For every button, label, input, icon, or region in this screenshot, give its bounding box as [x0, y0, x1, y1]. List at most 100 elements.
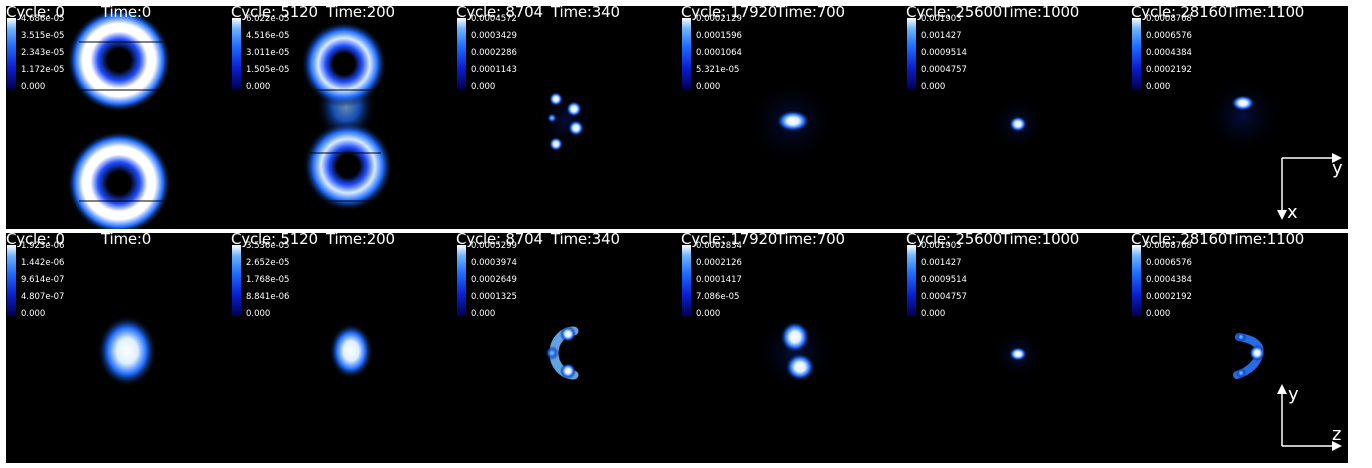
panel-bottom-3: 0.0005299 0.0003974 0.0002649 0.0001325 …	[456, 230, 680, 463]
colorbar-ticks: 0.0004572 0.0003429 0.0002286 0.0001143 …	[471, 14, 551, 104]
colorbar-tick: 0.0004572	[471, 14, 517, 24]
colorbar-tick: 0.000	[246, 309, 271, 319]
colorbar-tick: 0.0002192	[1146, 65, 1192, 75]
time-label: Time:700	[776, 3, 845, 21]
colorbar-ticks: 3.536e-05 2.652e-05 1.768e-05 8.841e-06 …	[246, 241, 326, 331]
colorbar	[682, 18, 691, 89]
colorbar-tick: 7.086e-05	[696, 292, 740, 302]
colorbar-tick: 8.841e-06	[246, 292, 290, 302]
colorbar-tick: 0.000	[246, 82, 271, 92]
colorbar-tick: 0.0002129	[696, 14, 742, 24]
colorbar	[682, 245, 691, 316]
colorbar-tick: 0.001427	[921, 258, 962, 268]
colorbar-tick: 0.000	[1146, 82, 1171, 92]
time-label: Time:200	[326, 230, 395, 248]
colorbar-tick: 4.516e-05	[246, 31, 290, 41]
colorbar-tick: 0.0006576	[1146, 258, 1192, 268]
colorbar-tick: 1.172e-05	[21, 65, 65, 75]
colorbar-tick: 0.0008768	[1146, 14, 1192, 24]
colorbar-tick: 0.0009514	[921, 275, 967, 285]
colorbar-tick: 0.0001064	[696, 48, 742, 58]
colorbar	[1132, 245, 1141, 316]
colorbar-tick: 0.000	[471, 82, 496, 92]
colorbar-tick: 4.686e-05	[21, 14, 65, 24]
colorbar-ticks: 1.923e-06 1.442e-06 9.614e-07 4.807e-07 …	[21, 241, 101, 331]
colorbar-tick: 5.321e-05	[696, 65, 740, 75]
colorbar-tick: 0.0009514	[921, 48, 967, 58]
cycle-label: Cycle: 8704	[456, 230, 543, 248]
axis-label-vertical-top: x	[1287, 202, 1298, 223]
colorbar-ticks: 0.001903 0.001427 0.0009514 0.0004757 0.…	[921, 14, 1001, 104]
panel-header: Cycle: 17920 Time:700	[681, 3, 905, 23]
colorbar-tick: 3.011e-05	[246, 48, 290, 58]
cycle-label: Cycle: 0	[6, 230, 65, 248]
colorbar-tick: 0.000	[696, 309, 721, 319]
panel-header: Cycle: 5120 Time:200	[231, 3, 455, 23]
colorbar-tick: 3.536e-05	[246, 241, 290, 251]
colorbar-tick: 0.0005299	[471, 241, 517, 251]
axis-label-vertical-bottom: y	[1288, 384, 1299, 405]
colorbar-tick: 3.515e-05	[21, 31, 65, 41]
time-label: Time:1000	[1001, 230, 1080, 248]
colorbar-tick: 0.0002649	[471, 275, 517, 285]
colorbar-ticks: 0.0005299 0.0003974 0.0002649 0.0001325 …	[471, 241, 551, 331]
cycle-label: Cycle: 8704	[456, 3, 543, 21]
colorbar-tick: 0.0006576	[1146, 31, 1192, 41]
colorbar-tick: 0.0002834	[696, 241, 742, 251]
time-label: Time:1100	[1226, 3, 1305, 21]
panel-header: Cycle: 25600 Time:1000	[906, 230, 1130, 250]
bottom-row-background	[6, 233, 1348, 463]
colorbar-tick: 0.0003974	[471, 258, 517, 268]
colorbar-ticks: 6.022e-05 4.516e-05 3.011e-05 1.505e-05 …	[246, 14, 326, 104]
colorbar-tick: 0.0002192	[1146, 292, 1192, 302]
panel-top-2: 6.022e-05 4.516e-05 3.011e-05 1.505e-05 …	[231, 3, 455, 229]
time-label: Time:700	[776, 230, 845, 248]
time-label: Time:200	[326, 3, 395, 21]
colorbar-tick: 0.000	[21, 82, 46, 92]
colorbar-tick: 1.768e-05	[246, 275, 290, 285]
colorbar-tick: 2.343e-05	[21, 48, 65, 58]
colorbar-tick: 0.000	[696, 82, 721, 92]
colorbar-tick: 0.000	[1146, 309, 1171, 319]
panel-header: Cycle: 17920 Time:700	[681, 230, 905, 250]
panel-top-5: 0.001903 0.001427 0.0009514 0.0004757 0.…	[906, 3, 1130, 229]
colorbar-tick: 0.0004384	[1146, 48, 1192, 58]
colorbar-tick: 1.442e-06	[21, 258, 65, 268]
panel-header: Cycle: 8704 Time:340	[456, 230, 680, 250]
colorbar	[232, 245, 241, 316]
colorbar-ticks: 4.686e-05 3.515e-05 2.343e-05 1.172e-05 …	[21, 14, 101, 104]
panel-bottom-5: 0.001903 0.001427 0.0009514 0.0004757 0.…	[906, 230, 1130, 463]
colorbar-ticks: 0.0008768 0.0006576 0.0004384 0.0002192 …	[1146, 14, 1226, 104]
colorbar-tick: 0.000	[921, 309, 946, 319]
colorbar-tick: 0.0001596	[696, 31, 742, 41]
colorbar-tick: 1.923e-06	[21, 241, 65, 251]
panel-bottom-6: 0.0008768 0.0006576 0.0004384 0.0002192 …	[1131, 230, 1355, 463]
cycle-label: Cycle: 25600	[906, 230, 1003, 248]
cycle-label: Cycle: 28160	[1131, 230, 1228, 248]
colorbar-tick: 0.001427	[921, 31, 962, 41]
colorbar	[1132, 18, 1141, 89]
top-row-background	[6, 6, 1348, 229]
colorbar	[232, 18, 241, 89]
time-label: Time:0	[101, 3, 152, 21]
panel-header: Cycle: 25600 Time:1000	[906, 3, 1130, 23]
panel-bottom-2: 3.536e-05 2.652e-05 1.768e-05 8.841e-06 …	[231, 230, 455, 463]
axis-label-horizontal-top: y	[1332, 158, 1343, 179]
panel-bottom-4: 0.0002834 0.0002126 0.0001417 7.086e-05 …	[681, 230, 905, 463]
colorbar-tick: 0.0001325	[471, 292, 517, 302]
colorbar-ticks: 0.0002129 0.0001596 0.0001064 5.321e-05 …	[696, 14, 776, 104]
panel-header: Cycle: 28160 Time:1100	[1131, 3, 1355, 23]
cycle-label: Cycle: 0	[6, 3, 65, 21]
colorbar-tick: 0.0004384	[1146, 275, 1192, 285]
panel-header: Cycle: 0 Time:0	[6, 3, 230, 23]
colorbar	[457, 18, 466, 89]
colorbar-tick: 0.0008768	[1146, 241, 1192, 251]
colorbar-tick: 0.0004757	[921, 292, 967, 302]
colorbar-tick: 0.0002126	[696, 258, 742, 268]
colorbar	[907, 245, 916, 316]
colorbar-tick: 1.505e-05	[246, 65, 290, 75]
colorbar-tick: 0.0001417	[696, 275, 742, 285]
panel-header: Cycle: 8704 Time:340	[456, 3, 680, 23]
panel-header: Cycle: 5120 Time:200	[231, 230, 455, 250]
colorbar	[907, 18, 916, 89]
